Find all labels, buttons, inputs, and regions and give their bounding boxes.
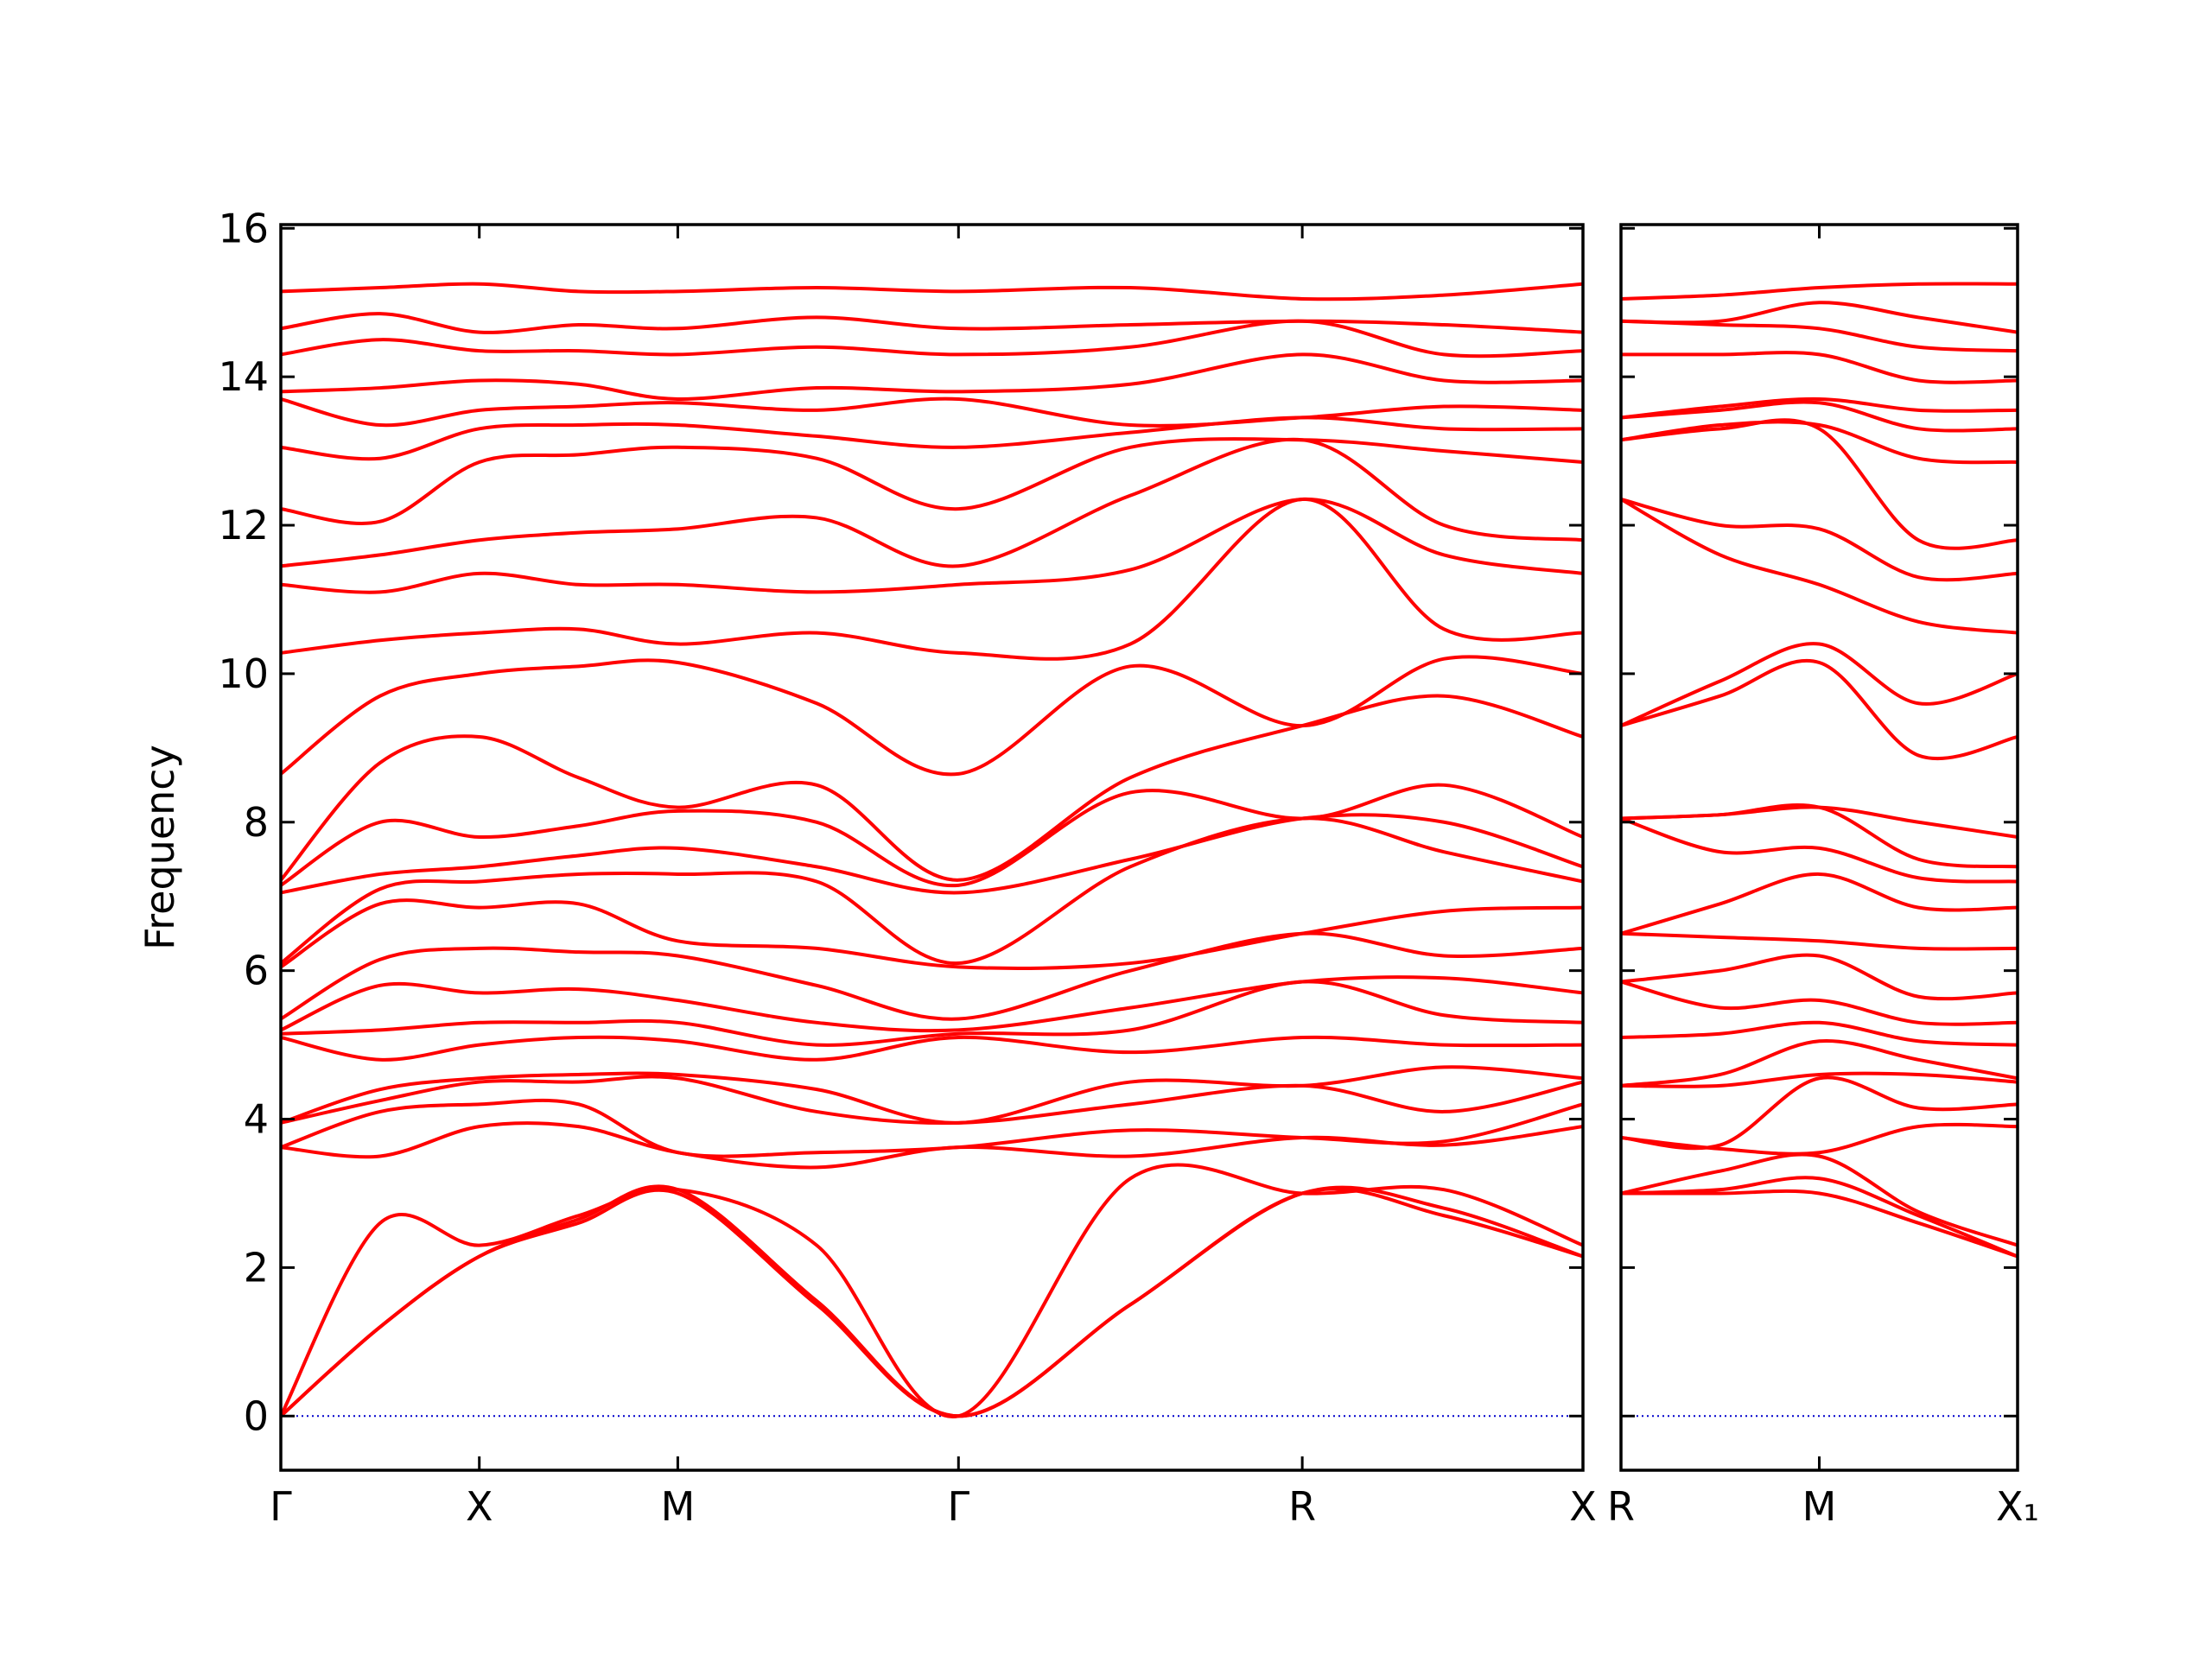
x-tick-label: Γ (270, 1483, 292, 1530)
y-tick-label: 10 (218, 650, 269, 697)
band-line (1621, 980, 2018, 1026)
y-tick-label: 4 (244, 1096, 269, 1143)
plot-area (281, 282, 1583, 1418)
band-line (1621, 498, 2018, 582)
y-tick-label: 8 (244, 799, 269, 846)
panel: R M X₁ (1607, 223, 2039, 1530)
band-line (281, 437, 1583, 525)
x-tick-label: X₁ (1996, 1483, 2039, 1530)
band-line (281, 497, 1583, 661)
band-line (281, 396, 1583, 428)
y-tick-label: 0 (244, 1392, 269, 1439)
y-tick-label: 16 (218, 205, 269, 251)
band-line (1621, 659, 2018, 761)
band-line (1621, 953, 2018, 1001)
band-line (1621, 319, 2018, 353)
plot-area (1621, 282, 2018, 1418)
x-tick-label: M (1802, 1483, 1837, 1530)
x-tick-label: Γ (947, 1483, 969, 1530)
y-tick-label: 12 (218, 502, 269, 549)
band-line (281, 1075, 1583, 1126)
x-tick-label: X (1569, 1483, 1597, 1530)
y-tick-label: 6 (244, 948, 269, 994)
band-line (1621, 803, 2018, 869)
band-line (281, 1121, 1583, 1170)
y-tick-label: 2 (244, 1244, 269, 1291)
band-line (1621, 1071, 2018, 1088)
band-line (281, 1187, 1583, 1418)
band-line (1621, 642, 2018, 727)
band-line (1621, 805, 2018, 839)
band-line (281, 1098, 1583, 1158)
band-line (281, 931, 1583, 1021)
band-line (1621, 1122, 2018, 1156)
band-line (1621, 396, 2018, 420)
band-line (281, 813, 1583, 895)
band-line (281, 497, 1583, 594)
band-line (1621, 931, 2018, 951)
x-tick-label: R (1607, 1483, 1635, 1530)
band-line (281, 694, 1583, 882)
band-line (281, 352, 1583, 401)
band-line (1621, 1189, 2018, 1259)
band-line (1621, 498, 2018, 635)
band-line (281, 1035, 1583, 1062)
band-line (1621, 1038, 2018, 1088)
band-line (1621, 1152, 2018, 1247)
band-line (1621, 1075, 2018, 1151)
band-line (1621, 420, 2018, 465)
y-tick-label: 14 (218, 353, 269, 400)
y-axis-label: Frequency (137, 745, 183, 950)
band-line (1621, 1176, 2018, 1259)
band-line (1621, 351, 2018, 384)
band-line (281, 975, 1583, 1033)
band-line (281, 312, 1583, 334)
axes-frame (279, 223, 1585, 1472)
band-line (281, 980, 1583, 1047)
band-line (281, 1163, 1583, 1418)
band-line (281, 319, 1583, 358)
x-tick-label: X (466, 1483, 493, 1530)
band-line (281, 437, 1583, 568)
band-line (1621, 301, 2018, 334)
band-line (281, 282, 1583, 301)
band-line (281, 783, 1583, 888)
axes-frame (1619, 223, 2019, 1472)
band-line (1621, 282, 2018, 301)
band-line (281, 1184, 1583, 1418)
band-line (1621, 418, 2018, 550)
band-line (281, 1065, 1583, 1125)
x-tick-label: M (661, 1483, 696, 1530)
band-line (1621, 1020, 2018, 1047)
band-line (281, 898, 1583, 970)
band-line (1621, 400, 2018, 433)
band-line (1621, 872, 2018, 936)
band-line (281, 416, 1583, 461)
panel: 0 2 4 6 8 10 12 14 16 Γ X M Γ R X Frequency (137, 205, 1597, 1530)
band-line (281, 655, 1583, 777)
x-tick-label: R (1288, 1483, 1316, 1530)
band-line (281, 816, 1583, 966)
band-line (1621, 816, 2018, 884)
